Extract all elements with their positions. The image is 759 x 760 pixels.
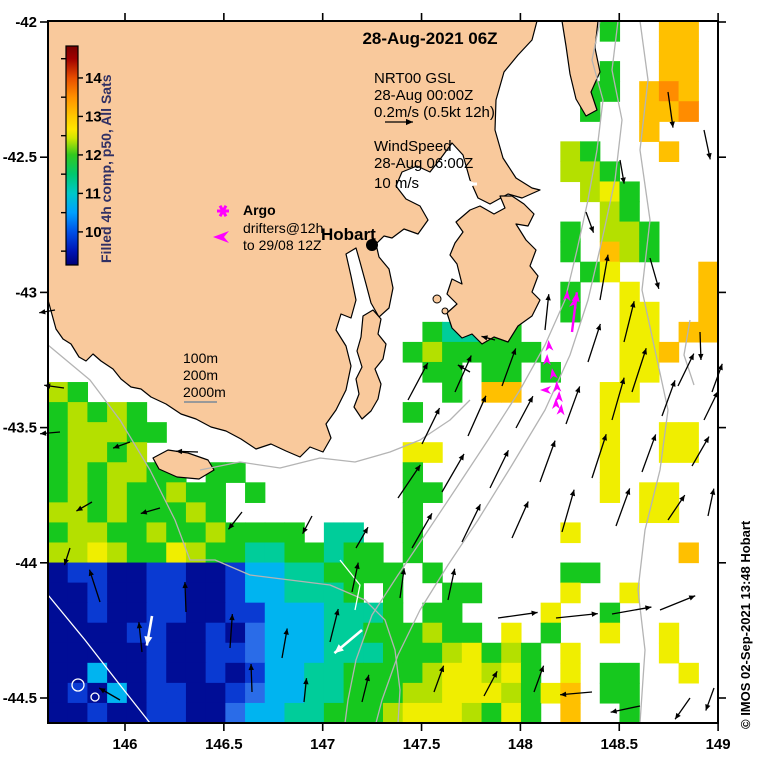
- svg-text:146: 146: [112, 736, 137, 753]
- depth-label-2000m: 2000m: [183, 384, 226, 400]
- drifters-legend-line2: to 29/08 12Z: [243, 237, 322, 253]
- svg-text:-42: -42: [15, 14, 37, 31]
- svg-text:-44.5: -44.5: [3, 690, 37, 707]
- svg-text:147.5: 147.5: [403, 736, 441, 753]
- depth-label-200m: 200m: [183, 367, 219, 383]
- axes-layer: 146 146.5 147 147.5 148 148.5 149 -42 -42.5 -43 -4…: [3, 13, 731, 753]
- svg-text:12: 12: [85, 147, 102, 164]
- wind-legend-line3: 10 m/s: [374, 175, 420, 192]
- svg-text:-43.5: -43.5: [3, 420, 37, 437]
- svg-text:-43: -43: [15, 284, 37, 301]
- map-title: 28-Aug-2021 06Z: [362, 29, 498, 48]
- legend-symbols-layer: [184, 118, 477, 403]
- svg-text:10: 10: [85, 224, 102, 241]
- drifters-legend-line1: drifters@12h: [243, 220, 324, 236]
- svg-text:-42.5: -42.5: [3, 149, 37, 166]
- svg-text:146.5: 146.5: [205, 736, 243, 753]
- svg-text:11: 11: [85, 185, 101, 202]
- nrt-legend-line2: 28-Aug 00:00Z: [374, 87, 474, 104]
- wind-legend-line1: WindSpeed: [374, 138, 452, 155]
- nrt-legend-line1: NRT00 GSL: [374, 70, 456, 87]
- current-arrows-layer: [39, 91, 723, 720]
- wind-legend-line2: 28-Aug 06:00Z: [374, 155, 474, 172]
- svg-text:-44: -44: [15, 555, 37, 572]
- depth-label-100m: 100m: [183, 350, 219, 366]
- svg-text:147: 147: [310, 736, 335, 753]
- bathymetry-contours-layer: [47, 20, 695, 724]
- svg-text:148.5: 148.5: [600, 736, 638, 753]
- svg-text:148: 148: [508, 736, 533, 753]
- credit-text: © IMOS 02-Sep-2021 13:48 Hobart: [738, 520, 753, 729]
- colorbar-layer: 14 13 12 11 10: [61, 45, 102, 266]
- land-layer: [47, 20, 601, 480]
- colorbar-label: Filled 4h comp, p50, All Sats: [98, 74, 114, 263]
- svg-text:149: 149: [706, 736, 731, 753]
- svg-text:13: 13: [85, 108, 102, 125]
- drifter-markers-layer: [366, 239, 580, 416]
- svg-text:14: 14: [85, 70, 102, 87]
- city-label: Hobart: [321, 225, 376, 244]
- argo-legend-label: Argo: [243, 202, 276, 218]
- nrt-legend-line3: 0.2m/s (0.5kt 12h): [374, 104, 495, 121]
